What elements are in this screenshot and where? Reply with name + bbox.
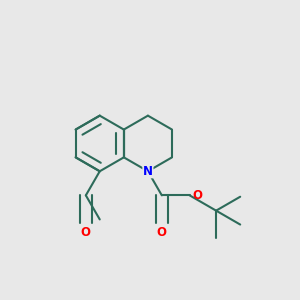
- Text: O: O: [192, 189, 202, 202]
- Text: O: O: [81, 226, 91, 239]
- Text: O: O: [157, 226, 167, 239]
- Text: N: N: [143, 165, 153, 178]
